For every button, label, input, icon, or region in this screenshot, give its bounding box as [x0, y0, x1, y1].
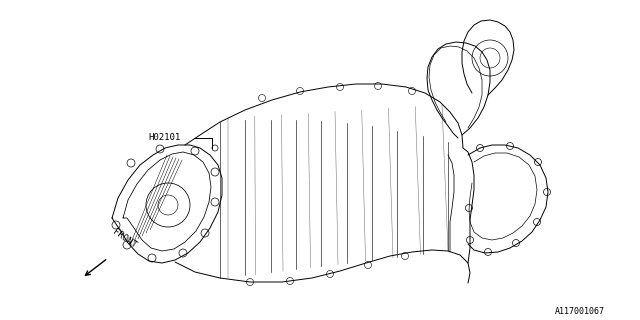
Text: H02101: H02101 [148, 133, 180, 142]
Text: A117001067: A117001067 [555, 308, 605, 316]
Text: FRONT: FRONT [111, 227, 138, 250]
